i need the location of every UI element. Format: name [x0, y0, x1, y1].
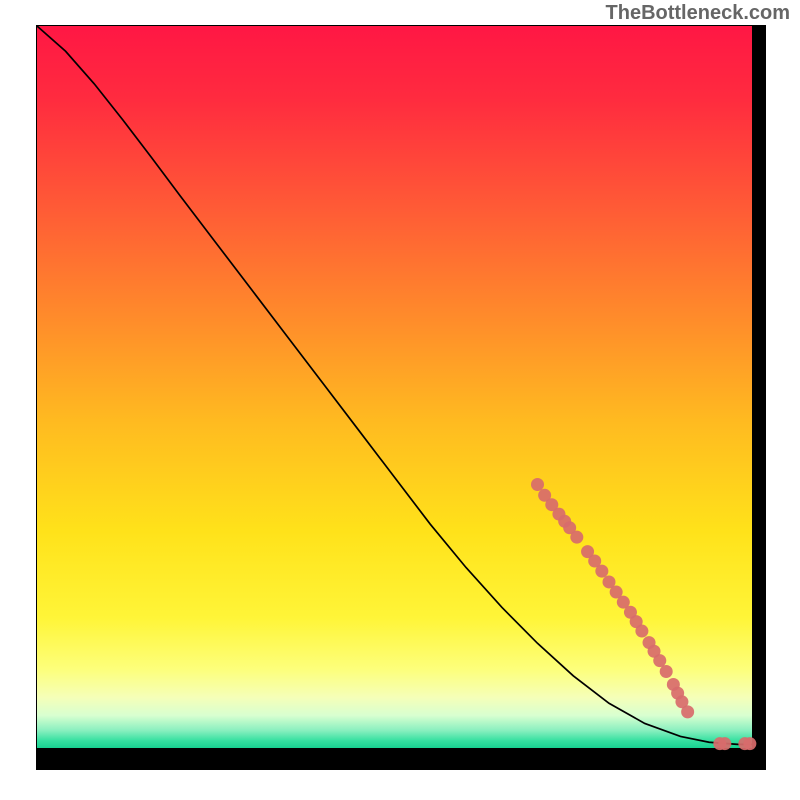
marker-point: [653, 654, 666, 667]
marker-point: [635, 625, 648, 638]
marker-point: [743, 737, 756, 750]
marker-point: [570, 531, 583, 544]
plot-area: [36, 25, 766, 770]
watermark-text: TheBottleneck.com: [606, 2, 790, 25]
plot-svg: [36, 25, 766, 770]
marker-point: [718, 737, 731, 750]
marker-point: [595, 565, 608, 578]
chart-container: TheBottleneck.com: [0, 0, 800, 800]
marker-point: [681, 705, 694, 718]
marker-point: [660, 665, 673, 678]
marker-point: [531, 478, 544, 491]
